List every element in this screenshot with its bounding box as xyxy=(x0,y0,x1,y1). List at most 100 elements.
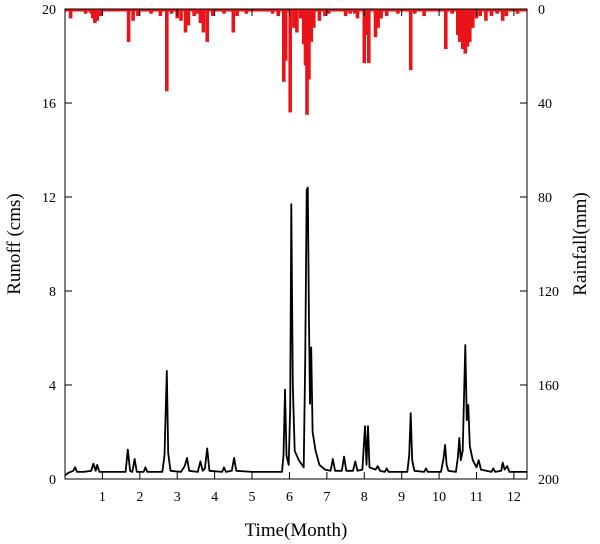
rainfall-bar-32 xyxy=(235,9,239,17)
rainfall-bar-71 xyxy=(429,9,434,12)
rainfall-bar-36 xyxy=(267,9,271,12)
rainfall-bar-70 xyxy=(422,9,426,17)
x-tick-label-2: 2 xyxy=(136,490,143,505)
rainfall-bar-28 xyxy=(211,9,215,17)
rainfall-bar-54 xyxy=(336,9,340,12)
rainfall-bar-38 xyxy=(276,9,280,17)
rainfall-bar-83 xyxy=(478,9,482,17)
right-y-tick-label-40: 40 xyxy=(538,97,552,112)
runoff-series xyxy=(64,186,527,477)
rainfall-bar-14 xyxy=(139,9,144,12)
rainfall-bar-18 xyxy=(169,9,174,14)
rainfall-bar-77 xyxy=(460,9,465,49)
right-y-tick-label-120: 120 xyxy=(538,285,559,300)
rainfall-bar-1 xyxy=(78,9,82,12)
rainfall-bar-17 xyxy=(165,9,169,92)
left-y-tick-label-8: 8 xyxy=(49,285,56,300)
rainfall-bar-22 xyxy=(186,9,191,26)
rainfall-bar-26 xyxy=(201,9,206,33)
right-y-tick-label-80: 80 xyxy=(538,191,552,206)
rainfall-bar-66 xyxy=(396,9,400,14)
rainfall-bar-5 xyxy=(93,9,97,24)
rainfall-bar-52 xyxy=(323,9,327,17)
rainfall-bar-25 xyxy=(198,9,203,24)
rainfall-bar-20 xyxy=(179,9,183,21)
rainfall-bar-79 xyxy=(465,9,470,47)
x-tick-label-5: 5 xyxy=(249,490,256,505)
rainfall-bar-33 xyxy=(244,9,249,14)
rainfall-bar-16 xyxy=(158,9,163,17)
plot-frame xyxy=(64,8,528,480)
rainfall-bar-59 xyxy=(362,9,367,64)
x-tick-label-12: 12 xyxy=(507,490,521,505)
rainfall-bar-86 xyxy=(495,9,499,14)
rainfall-bar-21 xyxy=(183,9,188,33)
rainfall-bar-4 xyxy=(90,9,95,19)
x-axis: 1 2 3 4 5 6 7 8 9 10 11 12 xyxy=(99,9,521,505)
rainfall-bar-58 xyxy=(355,9,360,19)
rainfall-bar-13 xyxy=(136,9,140,17)
runoff-line xyxy=(64,186,527,477)
rainfall-bar-30 xyxy=(222,9,226,14)
rainfall-bar-88 xyxy=(504,9,509,17)
rainfall-bar-50 xyxy=(312,9,316,28)
right-y-tick-label-160: 160 xyxy=(538,379,559,394)
rainfall-bar-11 xyxy=(126,9,131,42)
rainfall-bar-8 xyxy=(102,9,107,12)
rainfall-bar-27 xyxy=(205,9,209,42)
x-tick-label-10: 10 xyxy=(432,490,446,505)
rainfall-bar-56 xyxy=(348,9,352,14)
rainfall-bar-69 xyxy=(413,9,417,14)
x-tick-label-4: 4 xyxy=(211,490,218,505)
left-y-axis: 0 4 8 12 16 20 xyxy=(42,3,72,488)
rainfall-bar-89 xyxy=(508,9,512,12)
rainfall-bar-2 xyxy=(83,9,88,14)
rainfall-bar-55 xyxy=(343,9,348,17)
right-y-axis-label: Rainfall(mm) xyxy=(570,192,591,295)
rainfall-bar-12 xyxy=(131,9,135,21)
left-y-tick-label-0: 0 xyxy=(49,473,56,488)
x-tick-label-3: 3 xyxy=(174,490,181,505)
rainfall-bar-24 xyxy=(196,9,200,14)
rainfall-bar-10 xyxy=(121,9,125,12)
x-tick-label-8: 8 xyxy=(361,490,368,505)
rainfall-bar-64 xyxy=(379,9,383,19)
rainfall-bar-23 xyxy=(192,9,196,17)
rainfall-bar-0 xyxy=(68,9,73,19)
rainfall-bar-84 xyxy=(484,9,488,21)
rainfall-bar-63 xyxy=(376,9,380,28)
x-axis-label: Time(Month) xyxy=(245,520,348,541)
right-y-tick-label-200: 200 xyxy=(538,473,559,488)
rainfall-bar-53 xyxy=(326,9,331,14)
x-tick-label-11: 11 xyxy=(470,490,483,505)
rainfall-bar-40 xyxy=(283,9,288,61)
rainfall-bar-80 xyxy=(468,9,472,42)
rainfall-bar-78 xyxy=(463,9,468,54)
rainfall-bar-68 xyxy=(408,9,413,71)
rainfall-bar-42 xyxy=(292,9,296,28)
rainfall-bar-6 xyxy=(95,9,99,21)
rainfall-bar-85 xyxy=(489,9,494,17)
rainfall-bar-75 xyxy=(456,9,460,35)
rainfall-bar-39 xyxy=(282,9,286,82)
rainfall-bar-87 xyxy=(500,9,505,21)
left-y-tick-label-20: 20 xyxy=(42,3,56,18)
rainfall-bar-34 xyxy=(254,9,258,12)
rainfall-bar-48 xyxy=(307,9,311,80)
rainfall-bar-49 xyxy=(309,9,313,42)
rainfall-bar-7 xyxy=(98,9,103,17)
rainfall-bar-43 xyxy=(295,9,299,33)
x-tick-label-7: 7 xyxy=(323,490,330,505)
left-y-tick-label-12: 12 xyxy=(42,191,56,206)
x-tick-label-9: 9 xyxy=(398,490,405,505)
left-y-axis-label: Runoff (cms) xyxy=(4,193,25,295)
right-y-axis: 0 40 80 120 160 200 xyxy=(520,3,559,488)
rainfall-bar-67 xyxy=(403,9,408,12)
right-y-tick-label-0: 0 xyxy=(538,3,545,18)
rainfall-bar-35 xyxy=(259,9,264,12)
rainfall-bar-31 xyxy=(231,9,236,33)
rainfall-bar-51 xyxy=(317,9,322,21)
rainfall-bar-15 xyxy=(149,9,153,14)
